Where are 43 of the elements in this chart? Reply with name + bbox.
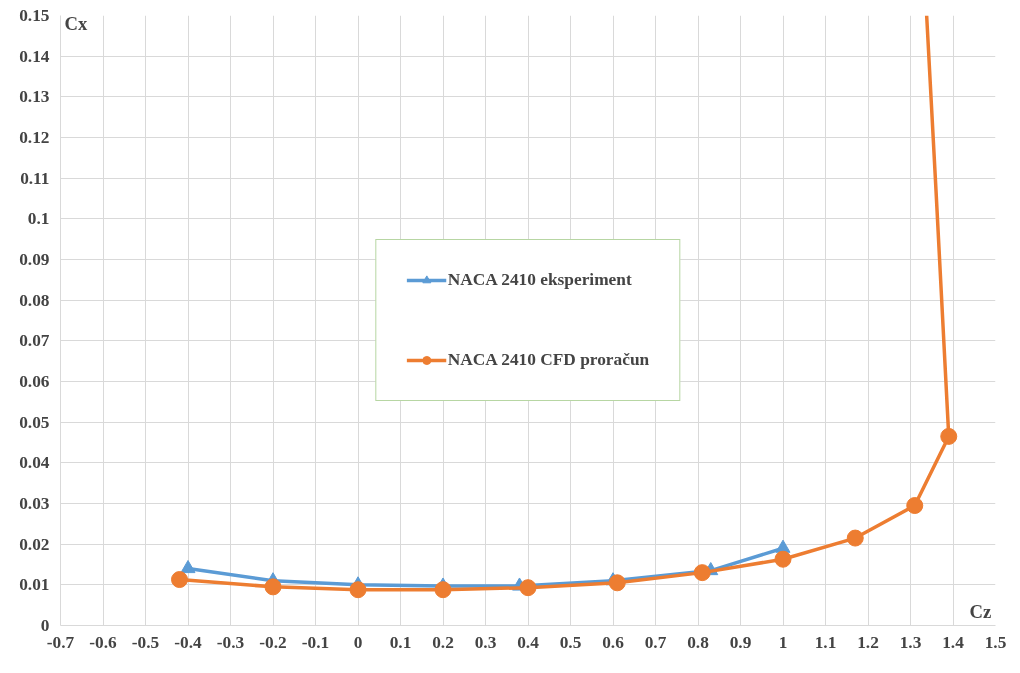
x-tick-label: 0.4 [517, 632, 540, 652]
y-tick-label: 0.02 [19, 534, 50, 554]
y-tick-label: 0 [40, 616, 50, 635]
x-tick-label: 1.2 [857, 632, 879, 652]
x-tick-label: 1.5 [984, 632, 1007, 652]
x-tick-label: -0.1 [301, 632, 330, 652]
x-tick-label: -0.2 [259, 632, 287, 652]
x-tick-label: -0.6 [89, 632, 118, 652]
x-tick-label: 1.4 [942, 632, 965, 652]
x-tick-label: 1.3 [899, 632, 922, 652]
x-tick-label: 1 [778, 632, 788, 652]
y-tick-label: 0.08 [19, 290, 50, 310]
x-axis-title: Cz [969, 600, 992, 622]
y-tick-label: 0.12 [19, 128, 50, 147]
x-tick-label: -0.5 [131, 632, 160, 652]
legend-label: NACA 2410 CFD proračun [447, 350, 650, 370]
y-tick-label: 0.13 [19, 87, 50, 107]
x-tick-label: 0.5 [559, 632, 582, 652]
x-tick-label: -0.4 [174, 632, 203, 652]
x-tick-label: 0.2 [432, 632, 454, 652]
y-tick-label: 0.06 [19, 372, 50, 391]
y-tick-label: 0.05 [19, 412, 50, 432]
y-tick-label: 0.01 [19, 575, 50, 595]
x-tick-label: 0.7 [644, 632, 667, 652]
y-tick-label: 0.09 [19, 250, 50, 269]
x-tick-label: 0 [353, 632, 363, 652]
x-tick-label: -0.7 [46, 632, 75, 652]
legend-label: NACA 2410 eksperiment [447, 270, 632, 290]
y-tick-label: 0.04 [19, 453, 50, 473]
x-tick-label: 1.1 [814, 632, 837, 652]
y-tick-label: 0.1 [27, 209, 50, 229]
x-tick-label: 0.6 [602, 632, 625, 652]
y-axis-title: Cx [64, 12, 88, 34]
y-tick-label: 0.15 [19, 6, 50, 25]
y-tick-label: 0.03 [19, 494, 50, 513]
x-tick-label: 0.9 [729, 632, 752, 652]
x-tick-label: 0.1 [389, 632, 412, 652]
y-tick-label: 0.14 [19, 46, 50, 66]
y-tick-label: 0.11 [20, 168, 50, 188]
y-tick-label: 0.07 [19, 331, 50, 351]
x-tick-label: 0.8 [687, 632, 710, 652]
x-tick-label: 0.3 [474, 632, 497, 652]
x-tick-label: -0.3 [216, 632, 245, 652]
